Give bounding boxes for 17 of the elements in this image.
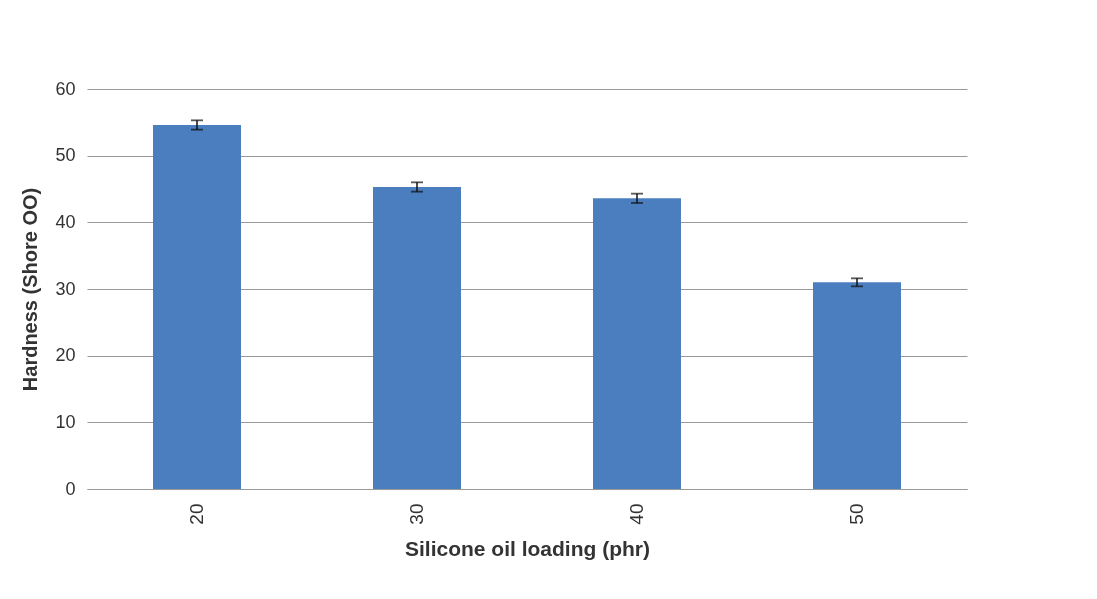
bar (153, 125, 241, 489)
y-tick-label: 60 (55, 78, 76, 99)
y-axis-title: Hardness (Shore OO) (19, 187, 42, 392)
y-tick-label: 50 (55, 145, 76, 166)
y-tick-label: 20 (55, 345, 76, 366)
y-tick-label: 30 (55, 278, 76, 299)
x-tick-label: 40 (626, 503, 647, 525)
x-tick-label: 30 (406, 503, 427, 525)
y-tick-label: 40 (55, 211, 76, 232)
y-tick-label: 10 (55, 411, 76, 432)
bar (813, 282, 901, 489)
y-tick-label: 0 (65, 478, 76, 499)
x-tick-label: 50 (846, 503, 867, 525)
bar (373, 187, 461, 489)
x-tick-label: 20 (186, 503, 207, 525)
bar (593, 198, 681, 489)
x-axis-title: Silicone oil loading (phr) (405, 536, 650, 560)
